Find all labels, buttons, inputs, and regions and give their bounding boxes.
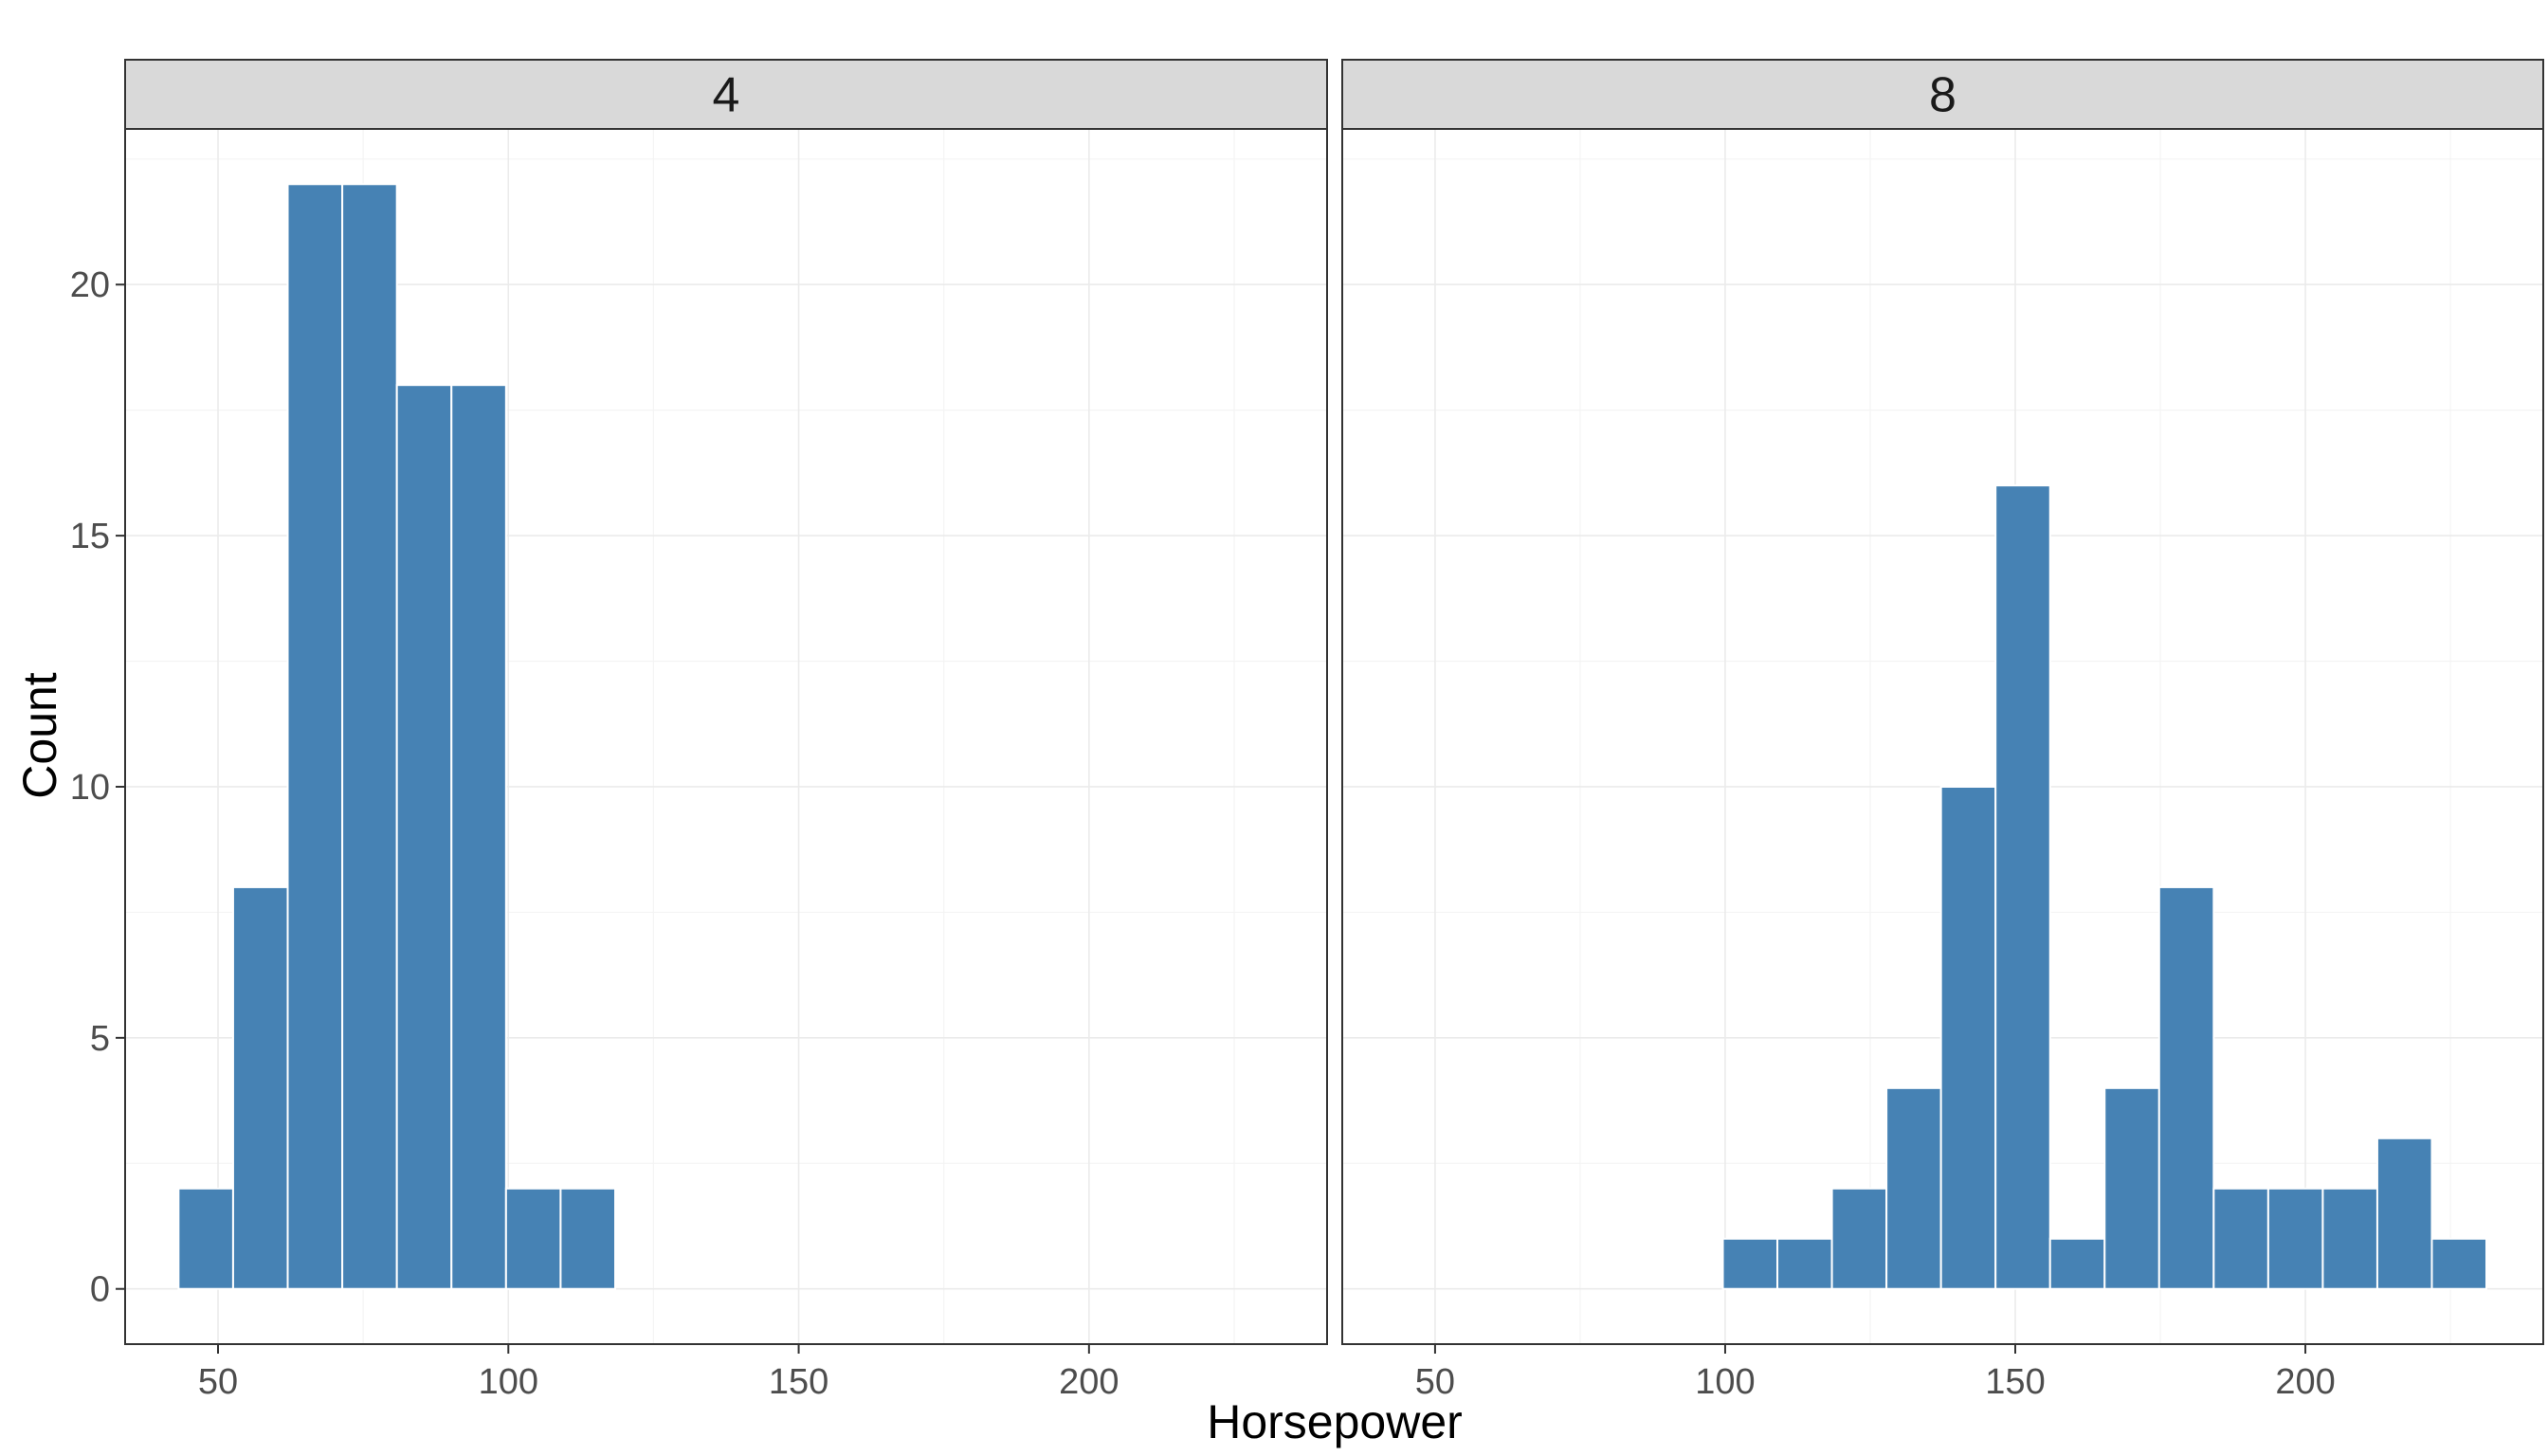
facet-panels: 4 50 100 150 200 0 5 10 15 20 8 50 100 150 200 xyxy=(70,59,2544,1402)
facet-strip xyxy=(124,59,1328,130)
histogram-bar xyxy=(2157,885,2215,1290)
histogram-bar xyxy=(559,1187,617,1290)
histogram-bar xyxy=(1721,1237,1779,1290)
histogram-bar xyxy=(2212,1187,2269,1290)
histogram-bar xyxy=(450,384,507,1290)
facet-strip-label: 4 xyxy=(713,68,740,123)
facet-panel-8: 8 50 100 150 200 xyxy=(1341,59,2544,1402)
histogram-bar xyxy=(231,885,289,1290)
panel-border xyxy=(1341,128,2544,1345)
histogram-bar xyxy=(2375,1137,2433,1290)
histogram-bar xyxy=(286,183,344,1290)
x-tick-label: 200 xyxy=(2275,1362,2335,1402)
histogram-bar xyxy=(2266,1187,2324,1290)
facet-strip xyxy=(1341,59,2544,130)
facet-panel-4: 4 50 100 150 200 0 5 10 15 20 xyxy=(70,59,1328,1402)
x-tick-label: 50 xyxy=(1415,1362,1455,1402)
x-axis-title: Horsepower xyxy=(1207,1395,1463,1448)
histogram-bar xyxy=(2321,1187,2378,1290)
histogram-bar xyxy=(504,1187,562,1290)
histogram-bar xyxy=(341,183,398,1290)
y-axis-title: Count xyxy=(13,672,66,799)
y-tick-label: 5 xyxy=(90,1019,110,1059)
histogram-bar xyxy=(1830,1187,1888,1290)
x-tick-label: 200 xyxy=(1059,1362,1119,1402)
histogram-bar xyxy=(2103,1086,2160,1290)
y-tick-label: 0 xyxy=(90,1270,110,1310)
x-tick-label: 50 xyxy=(198,1362,238,1402)
x-tick-label: 100 xyxy=(479,1362,538,1402)
x-tick-label: 150 xyxy=(769,1362,828,1402)
histogram-bar xyxy=(2048,1237,2106,1290)
x-tick-label: 150 xyxy=(1985,1362,2045,1402)
facet-strip-label: 8 xyxy=(1929,68,1956,123)
x-tick-label: 100 xyxy=(1695,1362,1755,1402)
histogram-bar xyxy=(177,1187,234,1290)
histogram-bar xyxy=(1885,1086,1942,1290)
panel-border xyxy=(124,128,1328,1345)
y-tick-label: 15 xyxy=(70,517,110,556)
histogram-bar xyxy=(1994,484,2051,1290)
histogram-bar xyxy=(1776,1237,1833,1290)
histogram-bar xyxy=(1939,785,1997,1290)
y-tick-label: 20 xyxy=(70,265,110,305)
histogram-bar xyxy=(395,384,453,1290)
histogram-bar xyxy=(2430,1237,2488,1290)
y-tick-label: 10 xyxy=(70,768,110,808)
